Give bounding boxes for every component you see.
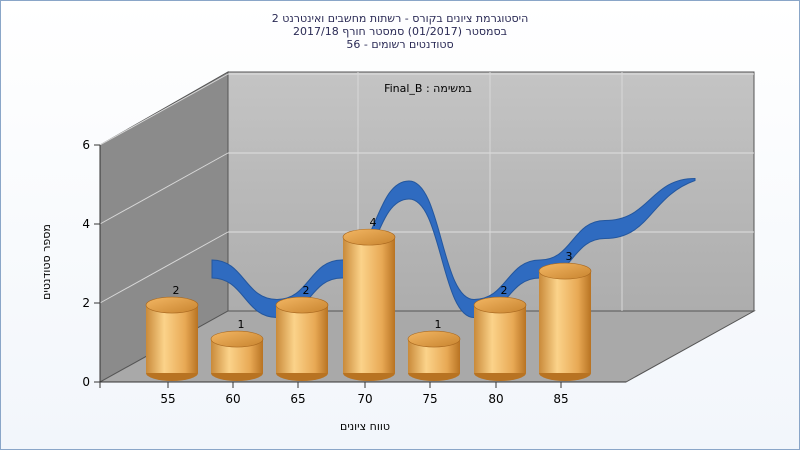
bar-60: 1 — [210, 318, 264, 381]
x-tick-label: 60 — [225, 392, 240, 406]
bar-body — [343, 237, 395, 373]
y-tick-label: 0 — [82, 375, 90, 389]
x-tick-label: 65 — [290, 392, 305, 406]
data-label: 2 — [501, 284, 508, 297]
data-label: 2 — [173, 284, 180, 297]
x-tick-label: 80 — [488, 392, 503, 406]
bar-cap — [275, 296, 329, 314]
y-axis-title: מספר סטודנטים — [40, 224, 53, 300]
chart-title-line-1: היסטוגרמת ציונים בקורס - רשתות מחשבים וא… — [271, 12, 529, 25]
chart-title-line-2: בסמסטר (01/2017) סמסטר חורף 2017/18 — [293, 25, 507, 38]
y-tick-label: 2 — [82, 296, 90, 310]
data-label: 4 — [370, 216, 377, 229]
bar-55: 2 — [145, 284, 199, 381]
inner-title: במשימה : Final_B — [384, 82, 472, 95]
x-ticks-group: 55 60 65 70 75 80 85 — [99, 382, 569, 406]
grid-line-side — [99, 152, 229, 225]
back-wall — [227, 71, 755, 312]
bar-cap — [342, 228, 396, 246]
data-label: 3 — [566, 250, 573, 263]
bar-body — [474, 305, 526, 373]
bar-85: 3 — [538, 250, 592, 381]
x-tick-label: 75 — [422, 392, 437, 406]
y-tick-label: 6 — [82, 138, 90, 152]
bar-75: 1 — [407, 318, 461, 381]
x-tick-label: 55 — [160, 392, 175, 406]
bar-cap — [145, 296, 199, 314]
bar-80: 2 — [473, 284, 527, 381]
bar-body — [539, 271, 591, 373]
y-tick-label: 4 — [82, 217, 90, 231]
data-label: 2 — [303, 284, 310, 297]
bar-cap — [210, 330, 264, 348]
y-ticks-group: 0 2 4 6 — [82, 138, 100, 389]
x-tick-label: 70 — [357, 392, 372, 406]
bar-body — [146, 305, 198, 373]
bar-70: 4 — [342, 216, 396, 381]
grid-line-side — [99, 73, 229, 146]
data-label: 1 — [435, 318, 442, 331]
x-axis-title: טווח ציונים — [340, 420, 390, 433]
bar-cap — [538, 262, 592, 280]
bar-65: 2 — [275, 284, 329, 381]
bars-group: 2 1 2 4 1 2 3 — [145, 216, 592, 381]
bar-body — [276, 305, 328, 373]
grid-line-side — [99, 231, 229, 304]
x-tick-label: 85 — [553, 392, 568, 406]
chart-title-line-3: סטודנטים רשומים - 56 — [346, 38, 454, 51]
bar-cap — [473, 296, 527, 314]
bar-cap — [407, 330, 461, 348]
grid-lines — [99, 72, 754, 311]
data-label: 1 — [238, 318, 245, 331]
